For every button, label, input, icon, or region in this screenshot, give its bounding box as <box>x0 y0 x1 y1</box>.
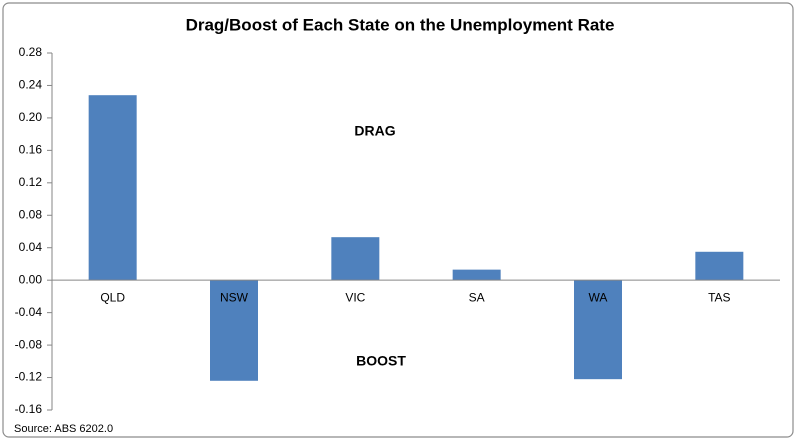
bar <box>695 251 744 281</box>
bar <box>88 95 137 281</box>
source-note: Source: ABS 6202.0 <box>14 423 113 435</box>
y-tick-label: -0.04 <box>15 305 43 319</box>
x-tick-label: SA <box>469 290 485 304</box>
x-tick-label: VIC <box>345 290 365 304</box>
y-tick-label: -0.16 <box>15 402 43 416</box>
y-tick-label: -0.12 <box>15 370 43 384</box>
y-tick-label: 0.20 <box>19 110 43 124</box>
x-tick-label: TAS <box>708 290 730 304</box>
bar <box>331 237 380 281</box>
bar <box>574 280 622 380</box>
y-tick-label: 0.12 <box>19 175 43 189</box>
bar <box>452 269 501 281</box>
annotation: BOOST <box>356 353 406 369</box>
x-tick-label: WA <box>589 290 608 304</box>
y-tick-label: 0.08 <box>19 207 43 221</box>
y-tick-label: 0.04 <box>19 240 43 254</box>
bar <box>210 280 258 381</box>
y-tick-label: 0.16 <box>19 143 43 157</box>
chart-title: Drag/Boost of Each State on the Unemploy… <box>186 15 615 34</box>
x-tick-label: QLD <box>100 290 125 304</box>
y-tick-label: 0.24 <box>19 78 43 92</box>
x-tick-label: NSW <box>220 290 249 304</box>
y-tick-label: 0.28 <box>19 45 43 59</box>
y-tick-label: 0.00 <box>19 272 43 286</box>
annotation: DRAG <box>354 123 395 139</box>
y-tick-label: -0.08 <box>15 337 43 351</box>
